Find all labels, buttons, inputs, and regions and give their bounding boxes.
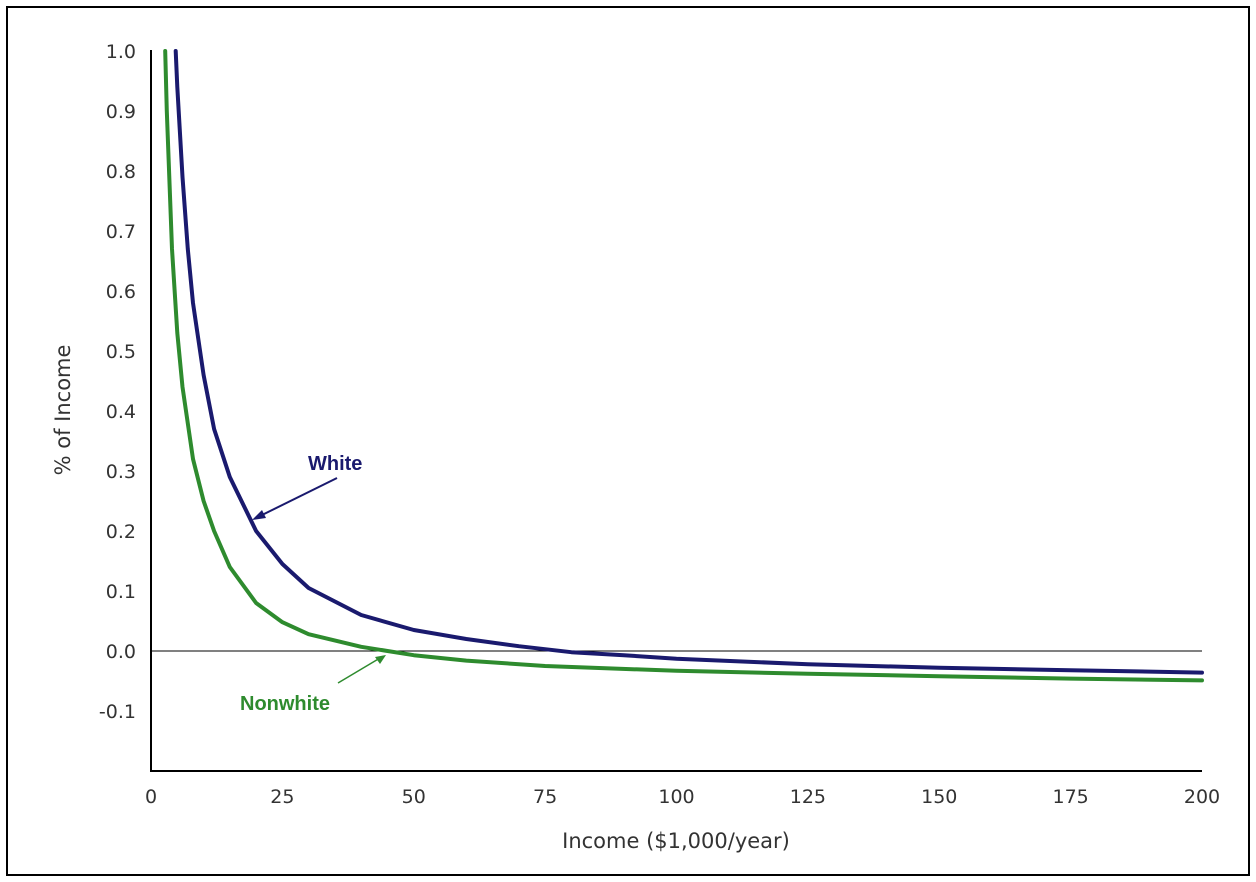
x-tick-label: 75 (533, 786, 557, 808)
x-tick-label: 50 (402, 786, 426, 808)
y-tick-label: 0.9 (106, 101, 136, 123)
x-tick-label: 100 (658, 786, 694, 808)
y-tick-label: 0.6 (106, 281, 136, 303)
y-tick-label: 0.1 (106, 581, 136, 603)
y-tick-label: -0.1 (99, 701, 136, 723)
series-line-white (173, 49, 1204, 675)
annotation-white: White (252, 453, 362, 520)
annotation-white-arrow (257, 477, 338, 518)
x-tick-label: 125 (790, 786, 826, 808)
annotation-nonwhite-arrowhead (375, 655, 386, 664)
x-tick-label: 0 (145, 786, 157, 808)
chart-frame (6, 6, 1250, 876)
x-tick-label: 150 (921, 786, 957, 808)
annotation-nonwhite-label: Nonwhite (240, 693, 330, 715)
y-tick-labels: 1.0 0.9 0.8 0.7 0.6 0.5 0.4 0.3 0.2 0.1 0.0 -0.1 (99, 41, 136, 723)
x-tick-labels: 0 25 50 75 100 125 150 175 200 (145, 786, 1220, 808)
x-tick-label: 175 (1052, 786, 1088, 808)
y-axis-title: % of Income (51, 345, 75, 476)
y-tick-label: 0.0 (106, 641, 136, 663)
y-tick-label: 0.5 (106, 341, 136, 363)
x-axis-title: Income ($1,000/year) (562, 829, 790, 853)
x-tick-label: 25 (270, 786, 294, 808)
y-tick-label: 0.4 (106, 401, 136, 423)
y-tick-label: 0.2 (106, 521, 136, 543)
annotation-white-label: White (308, 453, 362, 475)
y-tick-label: 0.8 (106, 161, 136, 183)
y-tick-label: 0.3 (106, 461, 136, 483)
x-tick-label: 200 (1184, 786, 1220, 808)
annotation-nonwhite-arrow (337, 657, 381, 684)
series-lines (163, 49, 1204, 683)
y-tick-label: 0.7 (106, 221, 136, 243)
y-tick-label: 1.0 (106, 41, 136, 63)
axes (150, 50, 1202, 772)
series-line-nonwhite (163, 49, 1204, 683)
annotation-white-arrowhead (252, 510, 266, 520)
annotation-nonwhite: Nonwhite (240, 655, 386, 715)
